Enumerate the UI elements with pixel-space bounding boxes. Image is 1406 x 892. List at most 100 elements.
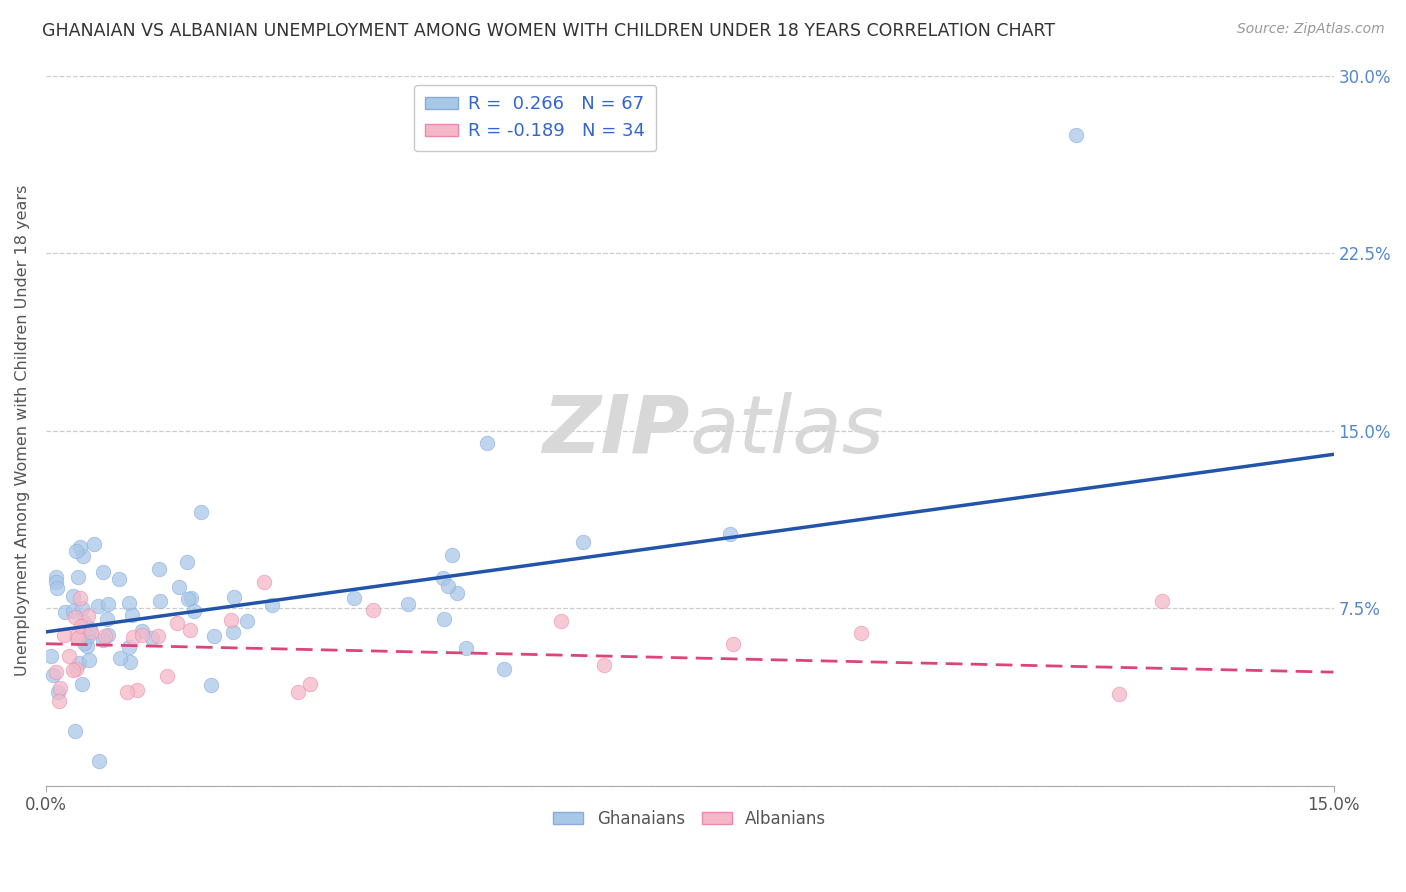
Point <box>53 606 76 620</box>
Point <box>156 668 179 682</box>
Point <box>550 614 572 628</box>
Point <box>446 586 468 600</box>
Point <box>41 667 63 681</box>
Point <box>72 549 94 564</box>
Point <box>96 612 118 626</box>
Point <box>79 623 101 637</box>
Point <box>121 607 143 622</box>
Point <box>593 657 616 672</box>
Point <box>73 636 96 650</box>
Point <box>77 652 100 666</box>
Point <box>718 527 741 541</box>
Point <box>45 665 67 679</box>
Point <box>77 608 100 623</box>
Text: Source: ZipAtlas.com: Source: ZipAtlas.com <box>1237 22 1385 37</box>
Point <box>83 537 105 551</box>
Point <box>190 505 212 519</box>
Point <box>253 575 276 590</box>
Point <box>45 574 67 589</box>
Point <box>67 631 90 645</box>
Point <box>67 656 90 670</box>
Point <box>76 629 98 643</box>
Point <box>91 632 114 647</box>
Point <box>432 612 454 626</box>
Point <box>69 591 91 605</box>
Point <box>236 614 259 628</box>
Point <box>58 648 80 663</box>
Point <box>1064 128 1087 142</box>
Point <box>70 619 93 633</box>
Point <box>72 677 94 691</box>
Point <box>396 597 419 611</box>
Point <box>287 684 309 698</box>
Point <box>141 631 163 645</box>
Point <box>432 572 454 586</box>
Point <box>180 591 202 606</box>
Point <box>70 601 93 615</box>
Y-axis label: Unemployment Among Women with Children Under 18 years: Unemployment Among Women with Children U… <box>15 185 30 676</box>
Point <box>125 682 148 697</box>
Point <box>62 663 84 677</box>
Point <box>851 625 873 640</box>
Point <box>298 677 321 691</box>
Point <box>440 548 463 562</box>
Point <box>131 624 153 638</box>
Point <box>62 589 84 603</box>
Point <box>62 604 84 618</box>
Point <box>1108 687 1130 701</box>
Point <box>148 561 170 575</box>
Point <box>66 570 89 584</box>
Point <box>204 629 226 643</box>
Point <box>65 629 87 643</box>
Point <box>149 593 172 607</box>
Point <box>48 681 70 695</box>
Point <box>166 616 188 631</box>
Point <box>1150 594 1173 608</box>
Point <box>177 591 200 606</box>
Point <box>65 661 87 675</box>
Point <box>97 628 120 642</box>
Point <box>39 649 62 664</box>
Text: atlas: atlas <box>690 392 884 470</box>
Point <box>89 754 111 768</box>
Point <box>222 590 245 604</box>
Point <box>167 580 190 594</box>
Point <box>80 625 103 640</box>
Point <box>76 640 98 654</box>
Point <box>118 640 141 655</box>
Point <box>221 625 243 640</box>
Point <box>45 570 67 584</box>
Point <box>77 621 100 635</box>
Point <box>94 629 117 643</box>
Point <box>361 603 384 617</box>
Point <box>343 591 366 605</box>
Point <box>437 579 460 593</box>
Text: GHANAIAN VS ALBANIAN UNEMPLOYMENT AMONG WOMEN WITH CHILDREN UNDER 18 YEARS CORRE: GHANAIAN VS ALBANIAN UNEMPLOYMENT AMONG … <box>42 22 1056 40</box>
Point <box>73 615 96 629</box>
Point <box>721 637 744 651</box>
Point <box>86 599 108 613</box>
Point <box>48 694 70 708</box>
Point <box>131 628 153 642</box>
Point <box>183 604 205 618</box>
Point <box>118 656 141 670</box>
Point <box>48 685 70 699</box>
Point <box>200 678 222 692</box>
Legend: Ghanaians, Albanians: Ghanaians, Albanians <box>547 803 832 834</box>
Point <box>176 555 198 569</box>
Point <box>146 629 169 643</box>
Point <box>65 544 87 558</box>
Point <box>221 613 243 627</box>
Point <box>572 535 595 549</box>
Point <box>121 631 143 645</box>
Point <box>53 628 76 642</box>
Point <box>63 724 86 739</box>
Text: ZIP: ZIP <box>543 392 690 470</box>
Point <box>46 581 69 595</box>
Point <box>179 623 201 637</box>
Point <box>115 685 138 699</box>
Point <box>63 609 86 624</box>
Point <box>118 596 141 610</box>
Point <box>262 598 284 612</box>
Point <box>97 598 120 612</box>
